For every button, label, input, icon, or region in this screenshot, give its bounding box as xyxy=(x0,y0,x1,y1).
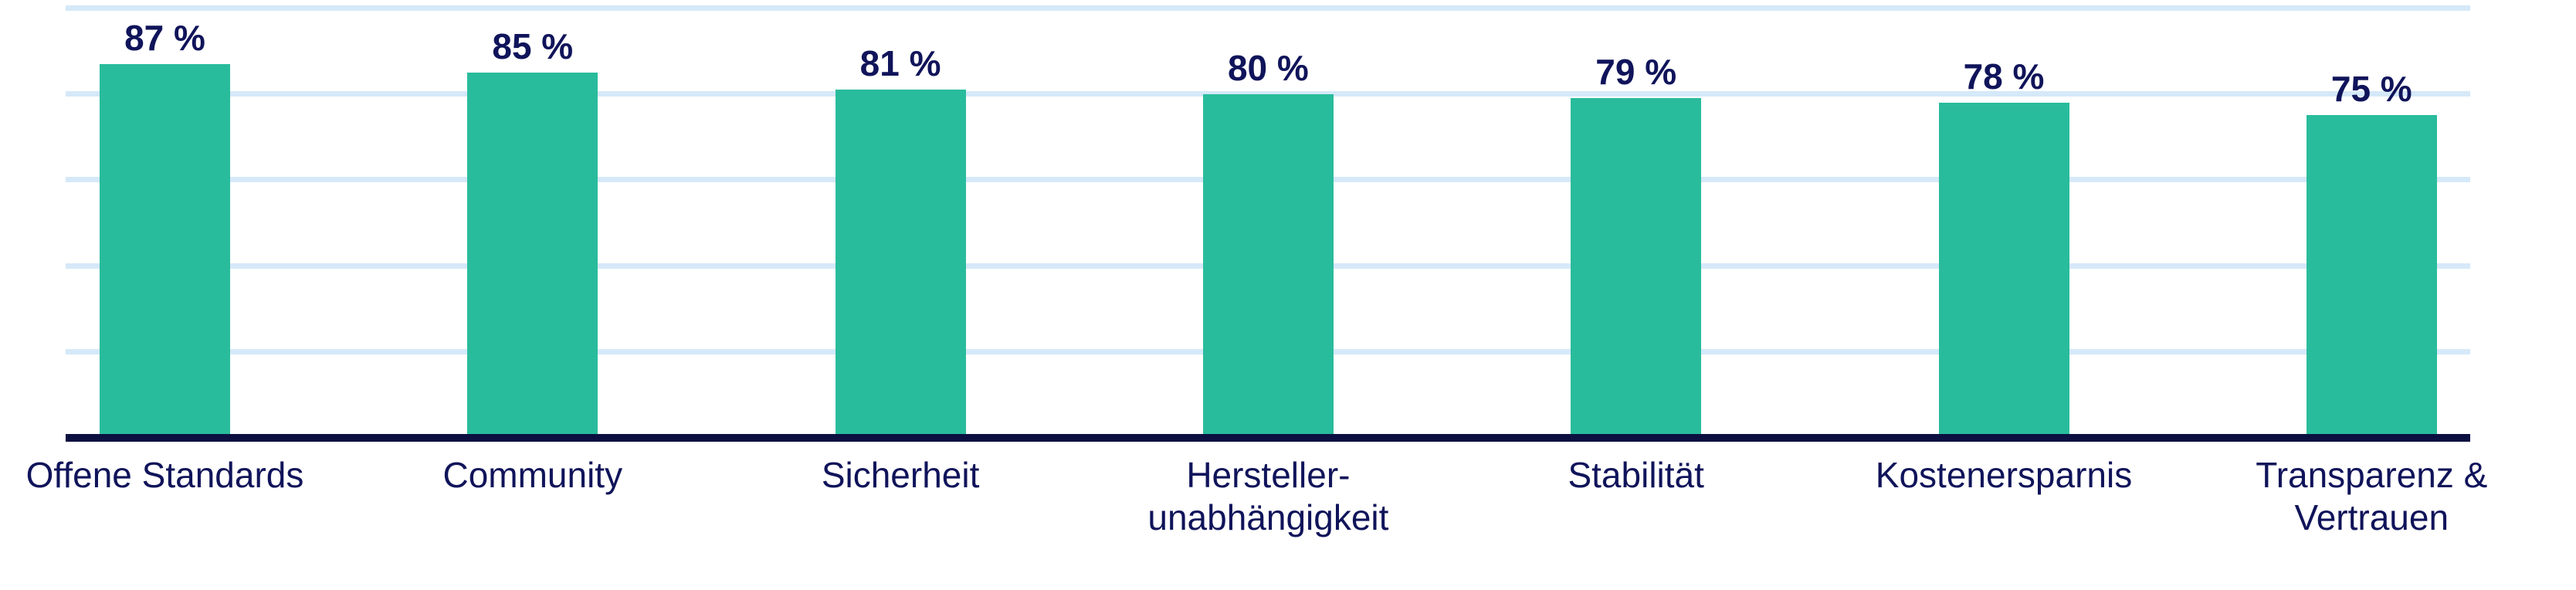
category-label-line: Kostenersparnis xyxy=(1875,455,2133,495)
bar-value-label: 79 % xyxy=(1595,52,1677,93)
bar xyxy=(835,89,966,434)
bar-value-label: 78 % xyxy=(1963,56,2045,97)
category-label-line: unabhängigkeit xyxy=(1147,497,1389,537)
category-label-line: Vertrauen xyxy=(2294,497,2449,537)
category-label-line: Sicherheit xyxy=(821,455,980,495)
category-label: Sicherheit xyxy=(716,454,1085,497)
category-label-line: Community xyxy=(442,455,623,495)
bar-value-label: 80 % xyxy=(1227,47,1309,88)
category-label: Stabilität xyxy=(1452,454,1821,497)
bar xyxy=(1938,102,2069,434)
bar-value-label: 87 % xyxy=(124,17,205,58)
category-label: Transparenz & Vertrauen xyxy=(2187,454,2556,539)
bar xyxy=(100,63,230,434)
x-axis-line xyxy=(66,434,2470,442)
bar xyxy=(467,72,598,434)
category-label: Kostenersparnis xyxy=(1819,454,2188,497)
category-label-line: Stabilität xyxy=(1568,455,1704,495)
bar xyxy=(1571,98,1702,434)
category-label-line: Transparenz & xyxy=(2256,455,2488,495)
bar-value-label: 81 % xyxy=(859,42,941,83)
bar-value-label: 85 % xyxy=(492,25,574,66)
category-label: Offene Standards xyxy=(0,454,350,497)
bar xyxy=(2306,115,2437,434)
category-label: Community xyxy=(348,454,717,497)
category-label-line: Offene Standards xyxy=(25,455,304,495)
category-label: Hersteller-unabhängigkeit xyxy=(1083,454,1452,539)
gridline-100-percent xyxy=(66,5,2470,11)
bar-value-label: 75 % xyxy=(2330,69,2412,110)
category-label-line: Hersteller- xyxy=(1186,455,1351,495)
bar xyxy=(1202,93,1334,434)
